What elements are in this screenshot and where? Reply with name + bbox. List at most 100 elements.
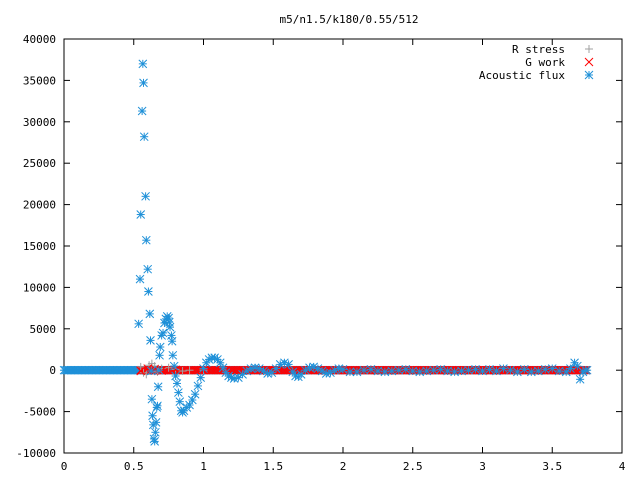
x-axis: 0 0.5 1 1.5 2 2.5 3 3.5 4 (61, 39, 626, 473)
acoustic-flux-point (155, 350, 164, 360)
legend-label: G work (525, 56, 565, 69)
y-tick-label: 25000 (23, 157, 56, 170)
acoustic-flux-point (415, 367, 425, 377)
acoustic-flux-point (167, 336, 177, 346)
acoustic-flux-point (436, 365, 446, 374)
acoustic-flux-point (150, 437, 160, 446)
acoustic-flux-point (499, 364, 508, 373)
legend-marker (584, 57, 594, 67)
acoustic-flux-point (134, 319, 143, 329)
acoustic-flux-point (280, 358, 289, 368)
acoustic-flux-point (394, 365, 404, 375)
acoustic-flux-point (533, 366, 543, 376)
legend-marker (584, 70, 594, 80)
acoustic-flux-point (190, 389, 200, 399)
acoustic-flux-point (485, 365, 494, 374)
y-tick-label: -5000 (23, 406, 56, 419)
x-tick-label: 2 (340, 460, 347, 473)
legend-label: R stress (512, 43, 565, 56)
acoustic-flux-point (471, 365, 480, 374)
x-tick-label: 1 (200, 460, 207, 473)
acoustic-flux-point (139, 78, 148, 88)
acoustic-flux-point (234, 373, 243, 383)
acoustic-flux-point (238, 369, 247, 379)
acoustic-flux-point (506, 365, 515, 375)
acoustic-flux-point (554, 366, 564, 376)
acoustic-flux-point (352, 367, 362, 377)
acoustic-flux-point (519, 365, 529, 374)
acoustic-flux-point (171, 371, 180, 381)
acoustic-flux-point (154, 365, 164, 375)
acoustic-flux-point (464, 365, 473, 375)
acoustic-flux-point (457, 366, 466, 376)
acoustic-flux-point (139, 132, 149, 142)
acoustic-flux-point (146, 366, 156, 376)
g-work-point (136, 366, 146, 376)
acoustic-flux-point (153, 401, 162, 411)
acoustic-flux-point (492, 366, 501, 376)
acoustic-flux-point (172, 379, 182, 388)
acoustic-flux-point (169, 361, 179, 371)
acoustic-flux-point (196, 373, 206, 383)
x-tick-label: 1.5 (263, 460, 283, 473)
x-tick-label: 4 (619, 460, 626, 473)
acoustic-flux-point (138, 59, 148, 69)
legend-label: Acoustic flux (479, 69, 565, 82)
y-tick-label: 5000 (30, 323, 57, 336)
acoustic-flux-point (429, 365, 439, 375)
acoustic-flux-point (175, 397, 185, 407)
acoustic-flux-point (145, 309, 155, 319)
acoustic-flux-point (338, 365, 348, 374)
acoustic-flux-point (137, 106, 147, 116)
acoustic-flux-point (141, 191, 150, 201)
acoustic-flux-point (168, 350, 178, 360)
x-tick-label: 2.5 (403, 460, 423, 473)
acoustic-flux-point (581, 365, 591, 375)
acoustic-flux-point (135, 274, 145, 284)
acoustic-flux-point (165, 322, 175, 332)
acoustic-flux-point (193, 381, 203, 391)
x-tick-label: 3.5 (542, 460, 562, 473)
acoustic-flux-point (380, 367, 390, 377)
y-tick-label: 30000 (23, 116, 56, 129)
y-tick-label: 10000 (23, 281, 56, 294)
legend-marker (585, 45, 593, 53)
acoustic-flux-point (359, 365, 369, 375)
acoustic-flux-point (575, 374, 585, 384)
x-tick-label: 3 (479, 460, 486, 473)
r-stress-point (185, 366, 194, 375)
acoustic-flux-point (136, 210, 146, 219)
acoustic-flux-point (366, 365, 376, 374)
acoustic-flux-point (561, 367, 571, 377)
r-stress-point (136, 362, 145, 371)
acoustic-flux-point (300, 365, 310, 375)
acoustic-flux-point (408, 366, 418, 376)
y-tick-label: 35000 (23, 74, 56, 87)
acoustic-flux-point (153, 382, 163, 392)
chart-title: m5/n1.5/k180/0.55/512 (279, 13, 418, 26)
y-tick-label: 15000 (23, 240, 56, 253)
acoustic-flux-point (151, 418, 161, 427)
acoustic-flux-point (151, 427, 160, 437)
acoustic-flux-point (146, 336, 155, 345)
acoustic-flux-point (401, 365, 411, 374)
acoustic-flux-point (387, 366, 397, 376)
y-axis: -10000 -5000 0 5000 10000 15000 20000 25000 3000… (16, 33, 622, 460)
series-layer (59, 59, 592, 446)
acoustic-flux-point (155, 342, 165, 352)
acoustic-flux-point (513, 367, 522, 377)
acoustic-flux-point (450, 367, 459, 377)
x-tick-label: 0.5 (124, 460, 144, 473)
acoustic-flux-point (141, 235, 151, 245)
acoustic-flux-point (284, 360, 293, 369)
acoustic-flux-point (144, 287, 153, 296)
acoustic-flux-point (526, 367, 536, 377)
y-tick-label: -10000 (16, 447, 56, 460)
acoustic-flux-point (174, 388, 183, 397)
acoustic-flux-point (566, 364, 575, 373)
acoustic-flux-point (147, 394, 157, 404)
acoustic-flux-point (422, 366, 432, 376)
r-stress-point (178, 367, 187, 376)
